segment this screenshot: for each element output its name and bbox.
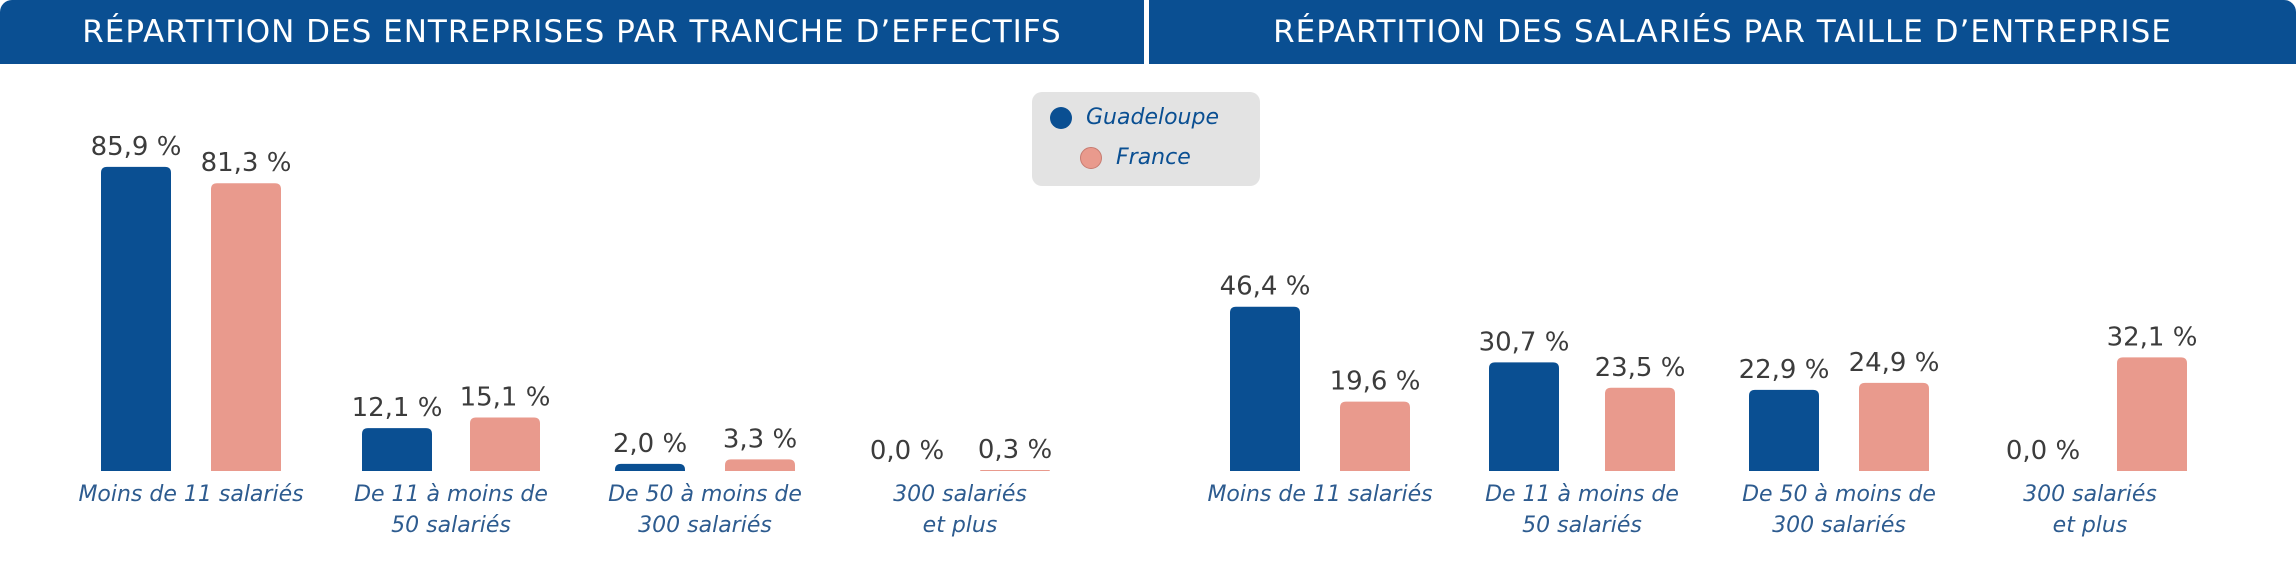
bar-1-guadeloupe-2 (1749, 389, 1819, 471)
legend-label-france: France (1116, 145, 1191, 170)
category-label-0-0-0: Moins de 11 salariés (78, 482, 303, 507)
value-label-1-guadeloupe-1: 30,7 % (1479, 327, 1570, 357)
legend-swatch-guadeloupe (1050, 106, 1072, 129)
value-label-1-france-2: 24,9 % (1849, 348, 1940, 378)
value-label-0-france-2: 3,3 % (723, 424, 797, 454)
legend-label-guadeloupe: Guadeloupe (1086, 105, 1219, 130)
category-label-0-1-0: De 11 à moins de (354, 482, 548, 507)
legend-item-france: France (1080, 145, 1191, 170)
legend-swatch-france (1080, 146, 1102, 169)
value-label-0-guadeloupe-1: 12,1 % (352, 393, 443, 423)
value-label-0-france-1: 15,1 % (460, 383, 551, 413)
bar-1-france-0 (1340, 401, 1410, 471)
chart-title-salaries: RÉPARTITION DES SALARIÉS PAR TAILLE D’EN… (1149, 0, 2296, 64)
category-label-0-2-0: De 50 à moins de (608, 482, 802, 507)
bar-0-france-2 (725, 459, 795, 471)
category-label-1-1-1: 50 salariés (1522, 513, 1642, 538)
category-label-1-3-1: et plus (2053, 513, 2128, 538)
value-label-0-guadeloupe-2: 2,0 % (613, 429, 687, 459)
value-label-1-guadeloupe-2: 22,9 % (1739, 355, 1830, 385)
category-label-1-2-0: De 50 à moins de (1742, 482, 1936, 507)
value-label-1-guadeloupe-0: 46,4 % (1220, 272, 1311, 302)
bar-0-france-3 (980, 469, 1050, 471)
bar-0-france-0 (211, 183, 281, 471)
bar-0-guadeloupe-1 (362, 428, 432, 471)
category-label-0-3-1: et plus (923, 513, 998, 538)
value-label-1-france-3: 32,1 % (2107, 322, 2198, 352)
legend: Guadeloupe France (1032, 92, 1260, 186)
bar-0-guadeloupe-0 (101, 166, 171, 471)
value-label-1-guadeloupe-3: 0,0 % (2006, 436, 2080, 466)
bar-0-guadeloupe-2 (615, 463, 685, 471)
chart-title-entreprises: RÉPARTITION DES ENTREPRISES PAR TRANCHE … (0, 0, 1144, 64)
bar-1-guadeloupe-0 (1230, 306, 1300, 471)
bar-1-guadeloupe-1 (1489, 362, 1559, 471)
bar-0-france-1 (470, 417, 540, 471)
category-label-0-3-0: 300 salariés (893, 482, 1027, 507)
category-label-1-2-1: 300 salariés (1772, 513, 1906, 538)
bar-1-france-3 (2117, 357, 2187, 471)
category-label-1-0-0: Moins de 11 salariés (1207, 482, 1432, 507)
category-label-0-1-1: 50 salariés (391, 513, 511, 538)
value-label-1-france-1: 23,5 % (1595, 353, 1686, 383)
bar-1-france-2 (1859, 382, 1929, 471)
value-label-0-guadeloupe-3: 0,0 % (870, 436, 944, 466)
value-label-0-france-3: 0,3 % (978, 435, 1052, 465)
category-label-1-1-0: De 11 à moins de (1485, 482, 1679, 507)
category-label-0-2-1: 300 salariés (638, 513, 772, 538)
bar-1-france-1 (1605, 387, 1675, 471)
value-label-0-france-0: 81,3 % (201, 148, 292, 178)
legend-item-guadeloupe: Guadeloupe (1050, 105, 1219, 130)
value-label-1-france-0: 19,6 % (1330, 367, 1421, 397)
category-label-1-3-0: 300 salariés (2023, 482, 2157, 507)
value-label-0-guadeloupe-0: 85,9 % (91, 132, 182, 162)
